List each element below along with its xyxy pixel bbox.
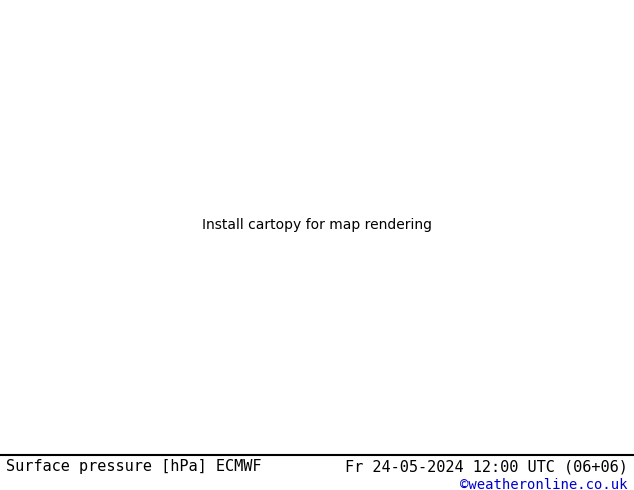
- Text: Fr 24-05-2024 12:00 UTC (06+06): Fr 24-05-2024 12:00 UTC (06+06): [345, 459, 628, 474]
- Text: ©weatheronline.co.uk: ©weatheronline.co.uk: [460, 478, 628, 490]
- Text: Surface pressure [hPa] ECMWF: Surface pressure [hPa] ECMWF: [6, 459, 262, 474]
- Text: Install cartopy for map rendering: Install cartopy for map rendering: [202, 218, 432, 232]
